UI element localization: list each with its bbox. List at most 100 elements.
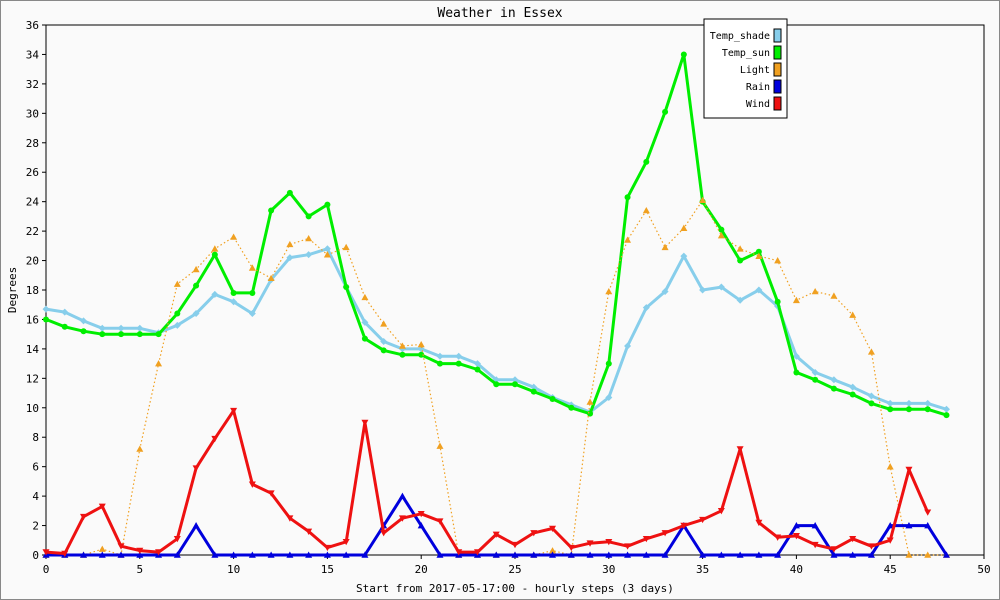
data-point-temp-shade: [380, 338, 388, 346]
data-point-light: [136, 445, 144, 452]
data-point-light: [867, 348, 875, 355]
data-point-temp-shade: [792, 352, 800, 360]
data-point-light: [549, 547, 557, 554]
data-point-wind: [924, 509, 932, 516]
data-point-wind: [61, 550, 69, 558]
data-point-light: [680, 224, 688, 231]
data-point-temp-shade: [455, 352, 463, 360]
data-point-light: [323, 251, 331, 258]
data-point-temp-sun: [268, 207, 275, 214]
data-point-wind: [605, 538, 613, 546]
data-point-wind: [248, 481, 256, 488]
data-point-rain: [323, 551, 331, 558]
series-light: [42, 196, 950, 558]
data-point-rain: [436, 551, 444, 558]
x-tick-label: 10: [227, 563, 240, 576]
axes: 0 5 10 15 20 25 30 35 40 45 5002468101214161820222…: [26, 19, 991, 576]
data-point-rain: [117, 551, 125, 558]
series: [42, 51, 950, 558]
y-tick-label: 36: [26, 19, 39, 32]
data-point-light: [342, 243, 350, 251]
data-point-wind: [511, 541, 519, 549]
data-point-temp-sun: [380, 347, 387, 354]
data-point-wind: [755, 519, 763, 527]
data-point-wind: [530, 530, 538, 537]
legend-swatch-temp-sun: [773, 45, 782, 60]
data-point-temp-sun: [43, 316, 49, 323]
data-point-rain: [717, 551, 725, 558]
data-point-light: [230, 233, 238, 240]
data-point-rain: [305, 551, 313, 558]
data-point-temp-shade: [717, 283, 725, 291]
y-tick-label: 26: [26, 166, 39, 179]
data-point-wind: [792, 533, 800, 540]
data-point-temp-sun: [399, 351, 406, 358]
data-point-temp-shade: [211, 290, 219, 298]
data-point-temp-shade: [886, 399, 894, 407]
data-point-light: [905, 551, 913, 558]
plot-frame: [45, 24, 985, 556]
series-line-wind: [45, 409, 930, 555]
data-point-temp-sun: [568, 404, 575, 411]
data-point-light: [192, 265, 200, 273]
data-point-light: [736, 245, 744, 252]
data-point-rain: [549, 551, 557, 558]
data-point-wind: [323, 544, 331, 552]
data-point-rain: [267, 551, 275, 558]
data-point-wind: [867, 543, 875, 550]
x-tick-label: 15: [321, 563, 334, 576]
data-point-rain: [361, 551, 369, 558]
data-point-rain: [736, 551, 744, 558]
data-point-wind: [436, 518, 444, 525]
data-point-wind: [905, 466, 913, 474]
data-point-temp-sun: [361, 335, 368, 342]
y-tick-label: 18: [26, 284, 39, 297]
data-point-wind: [624, 543, 632, 550]
data-point-temp-shade: [323, 245, 331, 253]
data-point-temp-shade: [286, 254, 294, 262]
y-tick-label: 14: [26, 343, 40, 356]
data-point-rain: [417, 522, 425, 529]
data-point-wind: [717, 508, 725, 515]
data-point-wind: [211, 435, 219, 443]
data-point-rain: [211, 551, 219, 558]
y-tick-label: 10: [26, 402, 39, 415]
data-point-temp-sun: [662, 108, 669, 115]
data-point-light: [774, 257, 782, 264]
legend-label-wind: Wind: [746, 99, 770, 110]
legend-label-rain: Rain: [746, 82, 770, 93]
data-point-light: [642, 207, 650, 214]
data-point-light: [811, 287, 819, 295]
data-point-light: [286, 240, 294, 248]
data-point-wind: [267, 490, 275, 497]
data-point-rain: [661, 551, 669, 558]
legend: Temp_shade Temp_sun Light Rain Wind: [703, 18, 788, 119]
y-tick-label: 22: [26, 225, 39, 238]
data-point-wind: [173, 536, 181, 543]
data-point-rain: [605, 551, 613, 558]
data-point-wind: [286, 515, 294, 522]
data-point-rain: [699, 551, 707, 558]
data-point-light: [717, 232, 725, 239]
data-point-temp-shade: [661, 287, 669, 295]
data-point-rain: [830, 551, 838, 558]
data-point-temp-shade: [473, 360, 481, 368]
legend-swatch-wind: [773, 96, 782, 111]
data-point-rain: [492, 551, 500, 558]
data-point-rain: [586, 551, 594, 558]
data-point-temp-shade: [642, 304, 650, 312]
data-point-rain: [248, 551, 256, 558]
data-point-rain: [398, 492, 406, 499]
data-point-temp-shade: [80, 317, 88, 325]
data-point-light: [361, 293, 369, 301]
data-point-wind: [661, 530, 669, 537]
x-tick-label: 40: [790, 563, 803, 576]
chart-title: Weather in Essex: [437, 6, 562, 21]
legend-swatch-light: [773, 62, 782, 77]
y-tick-label: 2: [32, 520, 39, 533]
data-point-wind: [886, 537, 894, 544]
data-point-temp-shade: [511, 376, 519, 384]
data-point-light: [173, 280, 181, 287]
data-point-light: [98, 545, 106, 552]
data-point-wind: [361, 419, 369, 426]
